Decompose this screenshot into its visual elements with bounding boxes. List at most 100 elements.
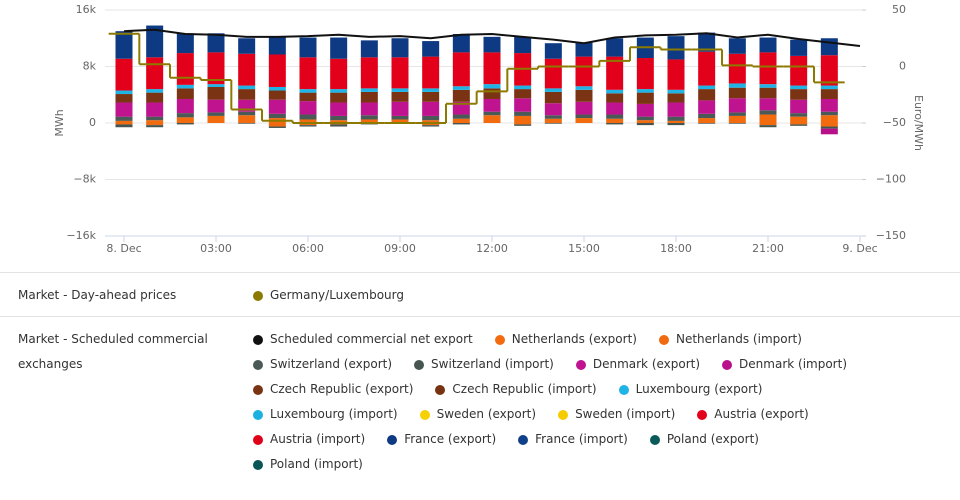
y2-axis-label: Euro/MWh <box>912 95 925 151</box>
bar <box>636 103 654 117</box>
legend-item[interactable]: Denmark (export) <box>575 352 700 377</box>
bar <box>207 99 225 113</box>
legend-item[interactable]: France (import) <box>518 427 628 452</box>
legend-item[interactable]: Sweden (export) <box>419 402 536 427</box>
legend-item[interactable]: Luxembourg (export) <box>618 377 762 402</box>
bar <box>452 118 470 123</box>
bar <box>790 89 808 100</box>
bar <box>575 89 593 102</box>
legend-item[interactable]: Austria (import) <box>253 427 365 452</box>
bar <box>483 88 501 99</box>
bar <box>238 53 256 86</box>
bar <box>299 119 317 123</box>
bar <box>391 57 409 89</box>
bar <box>820 123 838 127</box>
bar <box>176 123 194 125</box>
bar <box>391 91 409 102</box>
bar <box>268 36 286 55</box>
bar <box>698 123 716 124</box>
bar <box>299 89 317 93</box>
legend-item[interactable]: Germany/Luxembourg <box>253 283 404 308</box>
bar <box>268 113 286 119</box>
bar <box>422 101 440 116</box>
legend-label: Switzerland (import) <box>431 357 554 371</box>
legend-item[interactable]: Scheduled commercial net export <box>253 327 473 352</box>
bar <box>268 99 286 114</box>
bar <box>146 25 164 58</box>
bar <box>146 102 164 117</box>
legend-item[interactable]: Netherlands (import) <box>658 327 802 352</box>
legend-item[interactable]: Austria (export) <box>697 402 809 427</box>
bar <box>360 102 378 116</box>
legend-item[interactable]: Czech Republic (export) <box>253 377 413 402</box>
bar <box>667 93 685 103</box>
bar <box>728 53 746 84</box>
legend-item[interactable]: Switzerland (import) <box>414 352 554 377</box>
legend-item[interactable]: Czech Republic (import) <box>435 377 597 402</box>
y2-tick-label: 50 <box>892 3 906 16</box>
legend-item[interactable]: Sweden (import) <box>558 402 675 427</box>
bar <box>483 115 501 123</box>
bar <box>820 89 838 99</box>
bar <box>176 113 194 118</box>
bar <box>146 89 164 93</box>
y-tick-label: −8k <box>73 173 96 186</box>
bar <box>330 89 348 93</box>
bar <box>360 57 378 89</box>
bar <box>330 120 348 123</box>
bar <box>575 118 593 123</box>
bar <box>575 42 593 57</box>
bar <box>452 86 470 90</box>
legend-item[interactable]: Denmark (import) <box>722 352 847 377</box>
bar <box>146 120 164 123</box>
legend-label: Netherlands (export) <box>511 332 637 346</box>
bar <box>544 118 562 123</box>
legend-item[interactable]: Luxembourg (import) <box>253 402 398 427</box>
bar <box>422 115 440 121</box>
bar <box>544 103 562 116</box>
bar <box>606 102 624 115</box>
bar <box>790 55 808 86</box>
legend-marker <box>435 384 446 395</box>
bar <box>146 123 164 126</box>
bar <box>514 98 532 112</box>
legend-marker <box>518 434 529 445</box>
bar <box>452 114 470 119</box>
legend-item[interactable]: France (export) <box>387 427 496 452</box>
legend-marker <box>575 359 586 370</box>
bar <box>544 58 562 89</box>
legend-marker <box>494 334 505 345</box>
bar <box>636 89 654 93</box>
bar <box>330 124 348 127</box>
bar <box>606 56 624 90</box>
bar <box>452 123 470 125</box>
x-tick-label: 12:00 <box>476 242 508 255</box>
legend-item[interactable]: Poland (export) <box>649 427 759 452</box>
bar <box>698 32 716 52</box>
bar <box>115 31 133 59</box>
legend-marker <box>697 409 708 420</box>
bar <box>483 52 501 85</box>
bar <box>115 116 133 121</box>
bar <box>636 120 654 123</box>
y2-tick-label: −100 <box>876 173 906 186</box>
bar <box>483 84 501 89</box>
bar <box>759 123 777 126</box>
bar <box>330 102 348 116</box>
x-tick-label: 09:00 <box>384 242 416 255</box>
legend-item[interactable]: Netherlands (export) <box>494 327 637 352</box>
bar <box>146 116 164 121</box>
bar <box>268 90 286 100</box>
bar <box>698 89 716 101</box>
bar <box>299 114 317 120</box>
legend-label: Germany/Luxembourg <box>270 288 404 302</box>
legend-item[interactable]: Switzerland (export) <box>253 352 392 377</box>
bar <box>238 123 256 124</box>
legend-item[interactable]: Poland (import) <box>253 452 363 477</box>
legend-label: Luxembourg (import) <box>270 407 398 421</box>
legend-section-title: Market - Scheduled commercial exchanges <box>18 332 208 371</box>
bar <box>667 123 685 126</box>
bar <box>728 98 746 113</box>
bar <box>606 114 624 119</box>
legend-section: Market - Scheduled commercial exchanges S… <box>0 316 960 485</box>
